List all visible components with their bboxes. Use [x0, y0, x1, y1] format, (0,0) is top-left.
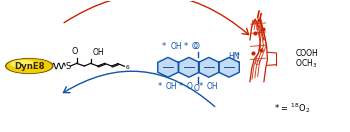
Polygon shape: [158, 57, 178, 77]
Text: O: O: [193, 42, 199, 51]
Text: *: *: [236, 52, 240, 61]
Text: O: O: [191, 42, 197, 51]
Text: OH: OH: [170, 42, 182, 51]
Ellipse shape: [6, 58, 53, 74]
Ellipse shape: [10, 60, 36, 68]
Text: * = $^{18}$O$_2$: * = $^{18}$O$_2$: [274, 102, 310, 115]
FancyArrowPatch shape: [64, 0, 248, 35]
Text: O: O: [193, 84, 199, 93]
Text: HN: HN: [228, 52, 239, 61]
Text: O: O: [72, 47, 78, 56]
Text: *: *: [162, 42, 166, 51]
Polygon shape: [198, 57, 219, 77]
Text: O: O: [187, 82, 193, 91]
Text: *: *: [183, 42, 188, 51]
Text: OCH$_3$: OCH$_3$: [295, 58, 317, 70]
Polygon shape: [219, 57, 239, 77]
Text: S: S: [65, 62, 71, 70]
Ellipse shape: [7, 59, 52, 73]
FancyArrowPatch shape: [63, 71, 215, 107]
Text: *: *: [199, 82, 203, 91]
Text: DynE8: DynE8: [14, 62, 44, 70]
Text: O: O: [255, 60, 260, 66]
Polygon shape: [179, 57, 199, 77]
Text: OH: OH: [165, 82, 177, 91]
Text: $_{6}$: $_{6}$: [125, 63, 131, 72]
Text: OH: OH: [206, 82, 218, 91]
Text: COOH: COOH: [295, 49, 318, 58]
Text: *: *: [179, 82, 183, 91]
Text: OH: OH: [93, 48, 105, 57]
Text: *: *: [158, 82, 162, 91]
